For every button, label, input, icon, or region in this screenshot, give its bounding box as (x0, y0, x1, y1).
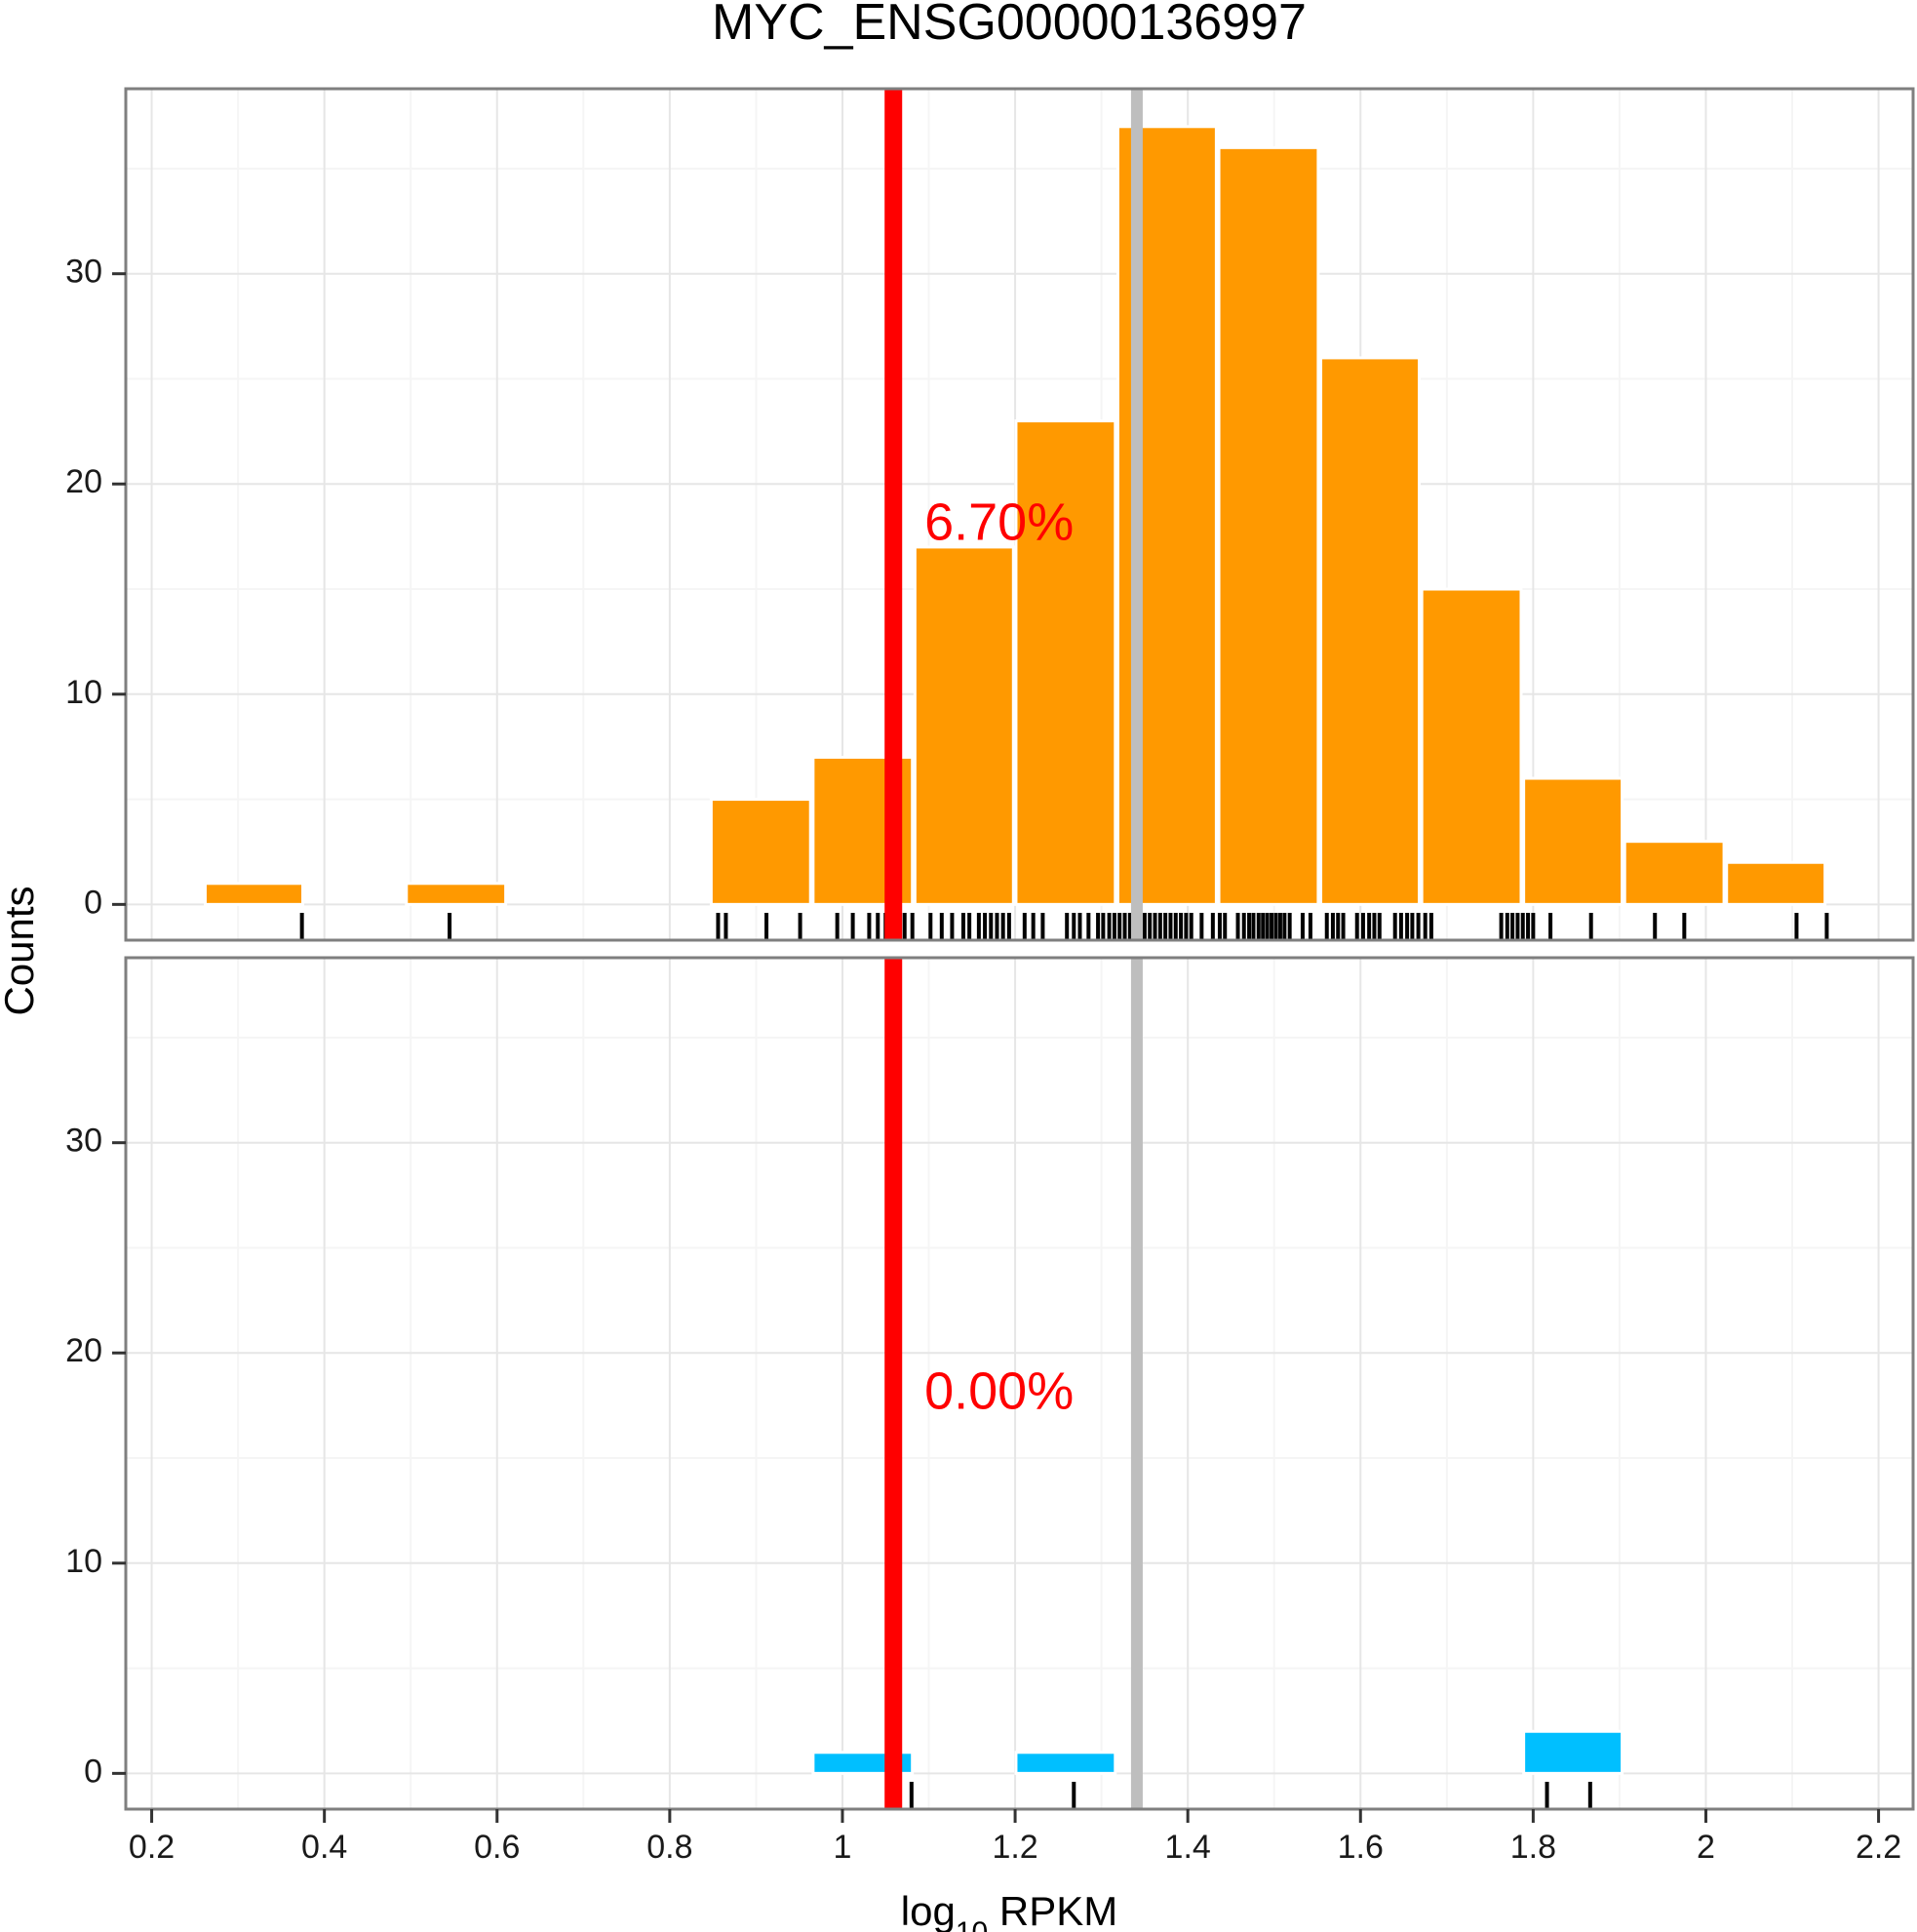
x-axis-title-suffix: RPKM (988, 1888, 1117, 1932)
bottom-y-tick-label: 10 (65, 1543, 102, 1580)
bottom-panel-border (124, 956, 1915, 1811)
top-y-tick-label: 0 (84, 884, 102, 921)
chart-title: MYC_ENSG00000136997 (712, 0, 1307, 51)
panel-bottom: 0.00% 0 10 20 30 (65, 956, 1915, 1811)
top-histogram-bar (913, 545, 1015, 906)
panel-top: 6.70% 0 10 20 30 (65, 87, 1915, 942)
x-tick-label: 2 (1697, 1829, 1715, 1866)
top-panel-border (124, 87, 1915, 942)
x-axis: 0.2 0.4 0.6 0.8 1 1.2 1.4 1.6 1.8 2 2.2 (129, 1809, 1901, 1866)
x-axis-title-prefix: log (901, 1888, 956, 1932)
bottom-y-tick-label: 30 (65, 1123, 102, 1160)
top-histogram-bar (1217, 145, 1320, 906)
top-histogram-bar (1623, 840, 1726, 906)
top-percent-label: 6.70% (924, 493, 1074, 552)
top-y-tick-label: 10 (65, 674, 102, 711)
x-tick-label: 0.6 (474, 1829, 520, 1866)
bottom-percent-label: 0.00% (924, 1362, 1074, 1421)
top-histogram-bar (1014, 419, 1117, 906)
top-histogram-bar (709, 798, 812, 906)
x-axis-title: log10 RPKM (901, 1888, 1117, 1932)
x-tick-label: 1.4 (1165, 1829, 1211, 1866)
x-axis-title-subscript: 10 (956, 1916, 988, 1932)
bottom-panel-background (126, 958, 1913, 1809)
x-tick-label: 0.2 (129, 1829, 175, 1866)
top-histogram-bar (203, 882, 305, 906)
bottom-y-tick-label: 20 (65, 1332, 102, 1369)
x-tick-label: 1.2 (992, 1829, 1037, 1866)
top-histogram-bar (1522, 776, 1624, 906)
y-axis-title: Counts (0, 886, 42, 1015)
top-histogram-bar (1725, 860, 1827, 906)
top-y-tick-label: 30 (65, 254, 102, 291)
x-tick-label: 1.8 (1510, 1829, 1556, 1866)
top-y-tick-label: 20 (65, 463, 102, 500)
x-tick-label: 0.4 (301, 1829, 347, 1866)
top-histogram-bar (1420, 587, 1523, 906)
x-tick-label: 1.6 (1338, 1829, 1384, 1866)
top-histogram-bar (405, 882, 508, 906)
x-tick-label: 0.8 (646, 1829, 692, 1866)
x-tick-label: 2.2 (1856, 1829, 1901, 1866)
x-tick-label: 1 (834, 1829, 852, 1866)
bottom-histogram-bar (1522, 1729, 1624, 1775)
bottom-histogram-bar (1014, 1751, 1117, 1775)
top-histogram-bar (1319, 356, 1421, 906)
bottom-y-tick-label: 0 (84, 1753, 102, 1790)
